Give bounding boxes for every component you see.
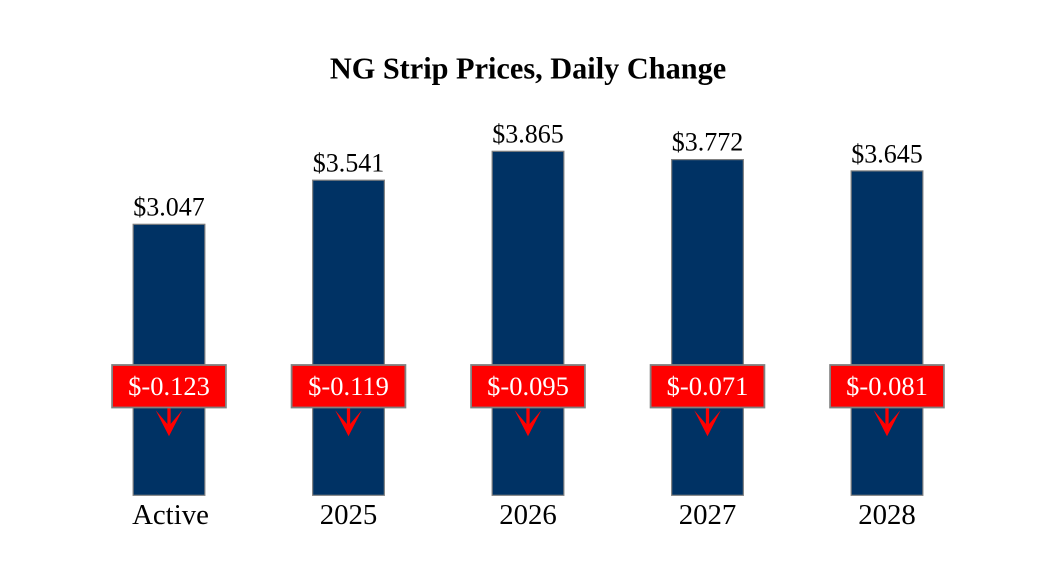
svg-text:$3.865: $3.865 (492, 119, 564, 148)
svg-text:2027: 2027 (679, 499, 737, 531)
svg-text:$-0.123: $-0.123 (128, 371, 210, 401)
svg-text:$-0.095: $-0.095 (487, 371, 569, 401)
svg-text:$3.541: $3.541 (313, 148, 385, 177)
svg-text:$-0.071: $-0.071 (667, 371, 749, 401)
svg-text:Active: Active (132, 499, 209, 531)
svg-text:$3.772: $3.772 (672, 128, 744, 157)
svg-text:2026: 2026 (499, 499, 557, 531)
svg-text:2028: 2028 (858, 499, 916, 531)
svg-text:NG Strip Prices, Daily Change: NG Strip Prices, Daily Change (330, 51, 726, 85)
svg-text:2025: 2025 (320, 499, 378, 531)
svg-text:$3.645: $3.645 (851, 139, 923, 168)
svg-text:$-0.119: $-0.119 (308, 371, 389, 401)
svg-text:$3.047: $3.047 (133, 192, 205, 221)
svg-text:$-0.081: $-0.081 (846, 371, 928, 401)
